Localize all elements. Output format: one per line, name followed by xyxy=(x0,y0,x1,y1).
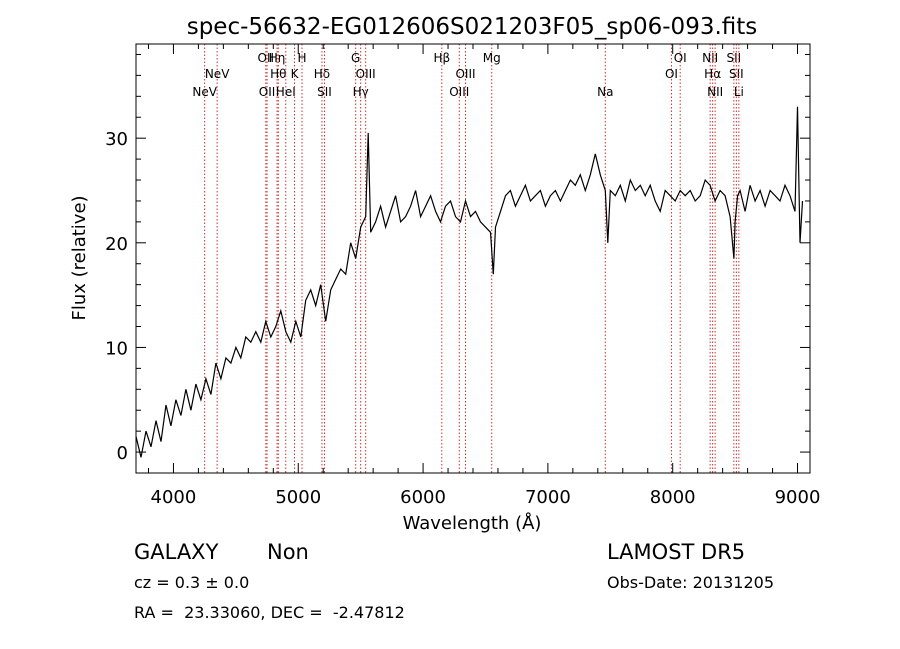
x-axis-label: Wavelength (Å) xyxy=(403,512,542,534)
redshift-text: cz = 0.3 ± 0.0 xyxy=(134,573,250,592)
marker-label-21: NII xyxy=(702,51,718,65)
x-tick-label-3: 7000 xyxy=(525,487,571,508)
marker-label-7: K xyxy=(291,67,300,81)
marker-label-5: Hθ xyxy=(270,67,286,81)
marker-label-23: NII xyxy=(707,85,723,99)
y-tick-label-1: 10 xyxy=(105,338,128,359)
y-axis-label: Flux (relative) xyxy=(69,195,90,320)
marker-label-13: OIII xyxy=(356,67,376,81)
y-tick-label-0: 0 xyxy=(117,443,128,464)
x-tick-label-5: 9000 xyxy=(775,487,821,508)
spectrum-series-line xyxy=(135,106,804,458)
marker-label-25: SII xyxy=(729,67,744,81)
marker-label-11: G xyxy=(351,51,360,65)
y-axis-ticks: 0 10 20 30 xyxy=(105,53,810,464)
marker-label-12: Hγ xyxy=(353,85,369,99)
marker-label-10: SII xyxy=(317,85,332,99)
marker-label-4: Hη xyxy=(269,51,286,65)
marker-label-24: SII xyxy=(727,51,742,65)
plot-frame xyxy=(135,43,811,474)
x-tick-label-2: 6000 xyxy=(400,487,446,508)
marker-label-19: OI xyxy=(665,67,678,81)
marker-label-15: OIII xyxy=(449,85,469,99)
marker-label-14: Hβ xyxy=(433,51,450,65)
marker-label-20: OI xyxy=(674,51,687,65)
marker-label-3: OII xyxy=(259,85,276,99)
marker-label-6: HeI xyxy=(276,85,296,99)
chart-title: spec-56632-EG012606S021203F05_sp06-093.f… xyxy=(187,14,758,40)
emission-line-markers: NeVNeVOIIOIIHηHθHeIKHHδSIIGHγOIIIHβOIIIO… xyxy=(192,44,744,473)
marker-label-1: NeV xyxy=(205,67,230,81)
x-axis-ticks: 4000 5000 6000 7000 8000 9000 xyxy=(147,44,821,508)
obs-date-text: Obs-Date: 20131205 xyxy=(607,573,775,592)
marker-label-26: Li xyxy=(734,85,744,99)
spectral-class: GALAXY xyxy=(134,540,219,564)
marker-label-17: Mg xyxy=(483,51,501,65)
survey-label: LAMOST DR5 xyxy=(607,540,746,564)
coordinates-text: RA = 23.33060, DEC = -2.47812 xyxy=(134,603,405,622)
marker-label-8: H xyxy=(297,51,306,65)
x-tick-label-4: 8000 xyxy=(650,487,696,508)
x-tick-label-0: 4000 xyxy=(151,487,197,508)
spectral-subclass: Non xyxy=(267,540,309,564)
x-tick-label-1: 5000 xyxy=(275,487,321,508)
y-tick-label-3: 30 xyxy=(105,129,128,150)
marker-label-0: NeV xyxy=(192,85,217,99)
marker-label-16: OIII xyxy=(455,67,475,81)
marker-label-22: Hα xyxy=(704,67,721,81)
marker-label-2: OII xyxy=(258,51,275,65)
marker-label-9: Hδ xyxy=(314,67,330,81)
y-tick-label-2: 20 xyxy=(105,234,128,255)
marker-label-18: Na xyxy=(597,85,613,99)
